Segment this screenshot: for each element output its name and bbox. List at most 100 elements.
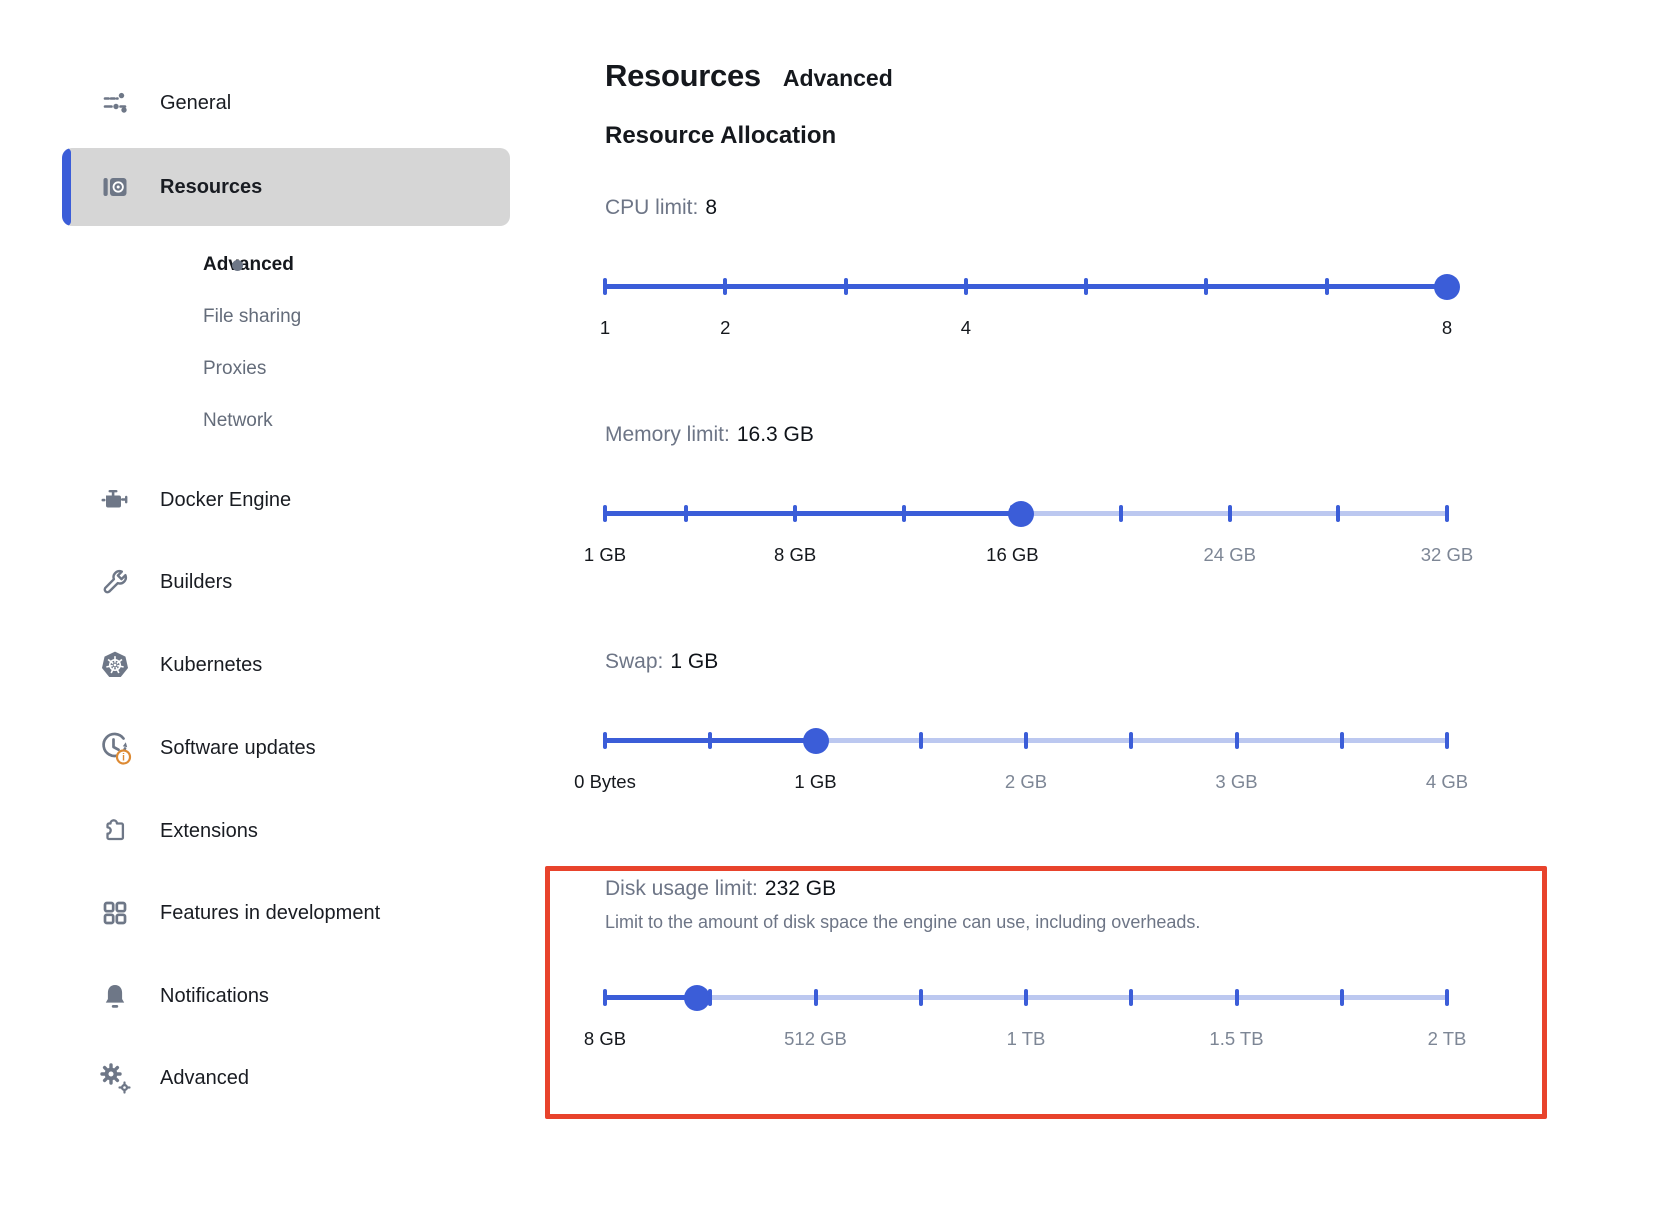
- sidebar-item-advanced[interactable]: Advanced: [62, 1050, 510, 1106]
- slider-tick: [1024, 732, 1028, 749]
- memory-limit-slider[interactable]: [603, 498, 1449, 529]
- slider-tick: [1336, 505, 1341, 522]
- slider-tick-label: 32 GB: [1420, 544, 1474, 565]
- cpu-limit-value: 8: [705, 196, 718, 219]
- disk-usage-slider[interactable]: [603, 982, 1449, 1013]
- slider-thumb[interactable]: [803, 728, 828, 753]
- grid-icon: [94, 898, 136, 928]
- wrench-icon: [94, 567, 136, 597]
- page-subtitle: Advanced: [782, 65, 893, 91]
- slider-tick-label: 0 Bytes: [574, 771, 636, 792]
- slider-tick: [1204, 278, 1209, 295]
- slider-tick: [723, 278, 728, 295]
- sidebar-item-docker-engine[interactable]: Docker Engine: [62, 472, 510, 528]
- slider-tick: [793, 505, 798, 522]
- swap-slider[interactable]: [603, 725, 1449, 756]
- sidebar-subitem-label: Network: [203, 410, 273, 431]
- sidebar-item-resources[interactable]: Resources: [62, 148, 510, 226]
- slider-tick-label: 2 GB: [1004, 771, 1048, 792]
- sidebar-item-label: Advanced: [160, 1066, 249, 1089]
- sidebar-item-general[interactable]: General: [62, 75, 510, 131]
- sidebar-item-notifications[interactable]: Notifications: [62, 968, 510, 1024]
- slider-tick-label: 1 GB: [583, 544, 627, 565]
- slider-tick-label: 3 GB: [1215, 771, 1258, 792]
- slider-tick: [813, 989, 818, 1006]
- cpu-slider-labels: 1 2 4 8: [600, 317, 1452, 343]
- slider-tick: [1024, 989, 1028, 1006]
- cpu-limit-label: CPU limit: 8: [605, 196, 718, 219]
- puzzle-icon: [94, 816, 136, 846]
- slider-tick: [603, 278, 607, 295]
- sidebar-subitem-proxies[interactable]: Proxies: [62, 349, 510, 389]
- info-badge-text: i: [122, 753, 125, 764]
- slider-thumb[interactable]: [1008, 501, 1033, 526]
- sidebar-item-label: Builders: [160, 570, 233, 593]
- slider-tick: [918, 732, 923, 749]
- slider-tick: [1129, 732, 1134, 749]
- slider-thumb[interactable]: [685, 985, 710, 1010]
- sidebar-item-features-in-development[interactable]: Features in development: [62, 885, 510, 941]
- engine-icon: [94, 485, 136, 515]
- sidebar-item-label: General: [160, 91, 232, 114]
- slider-tick: [1234, 732, 1239, 749]
- sidebar-subitem-label: File sharing: [203, 306, 302, 327]
- memory-slider-labels: 1 GB 8 GB 16 GB 24 GB 32 GB: [584, 544, 1473, 570]
- slider-tick: [1234, 989, 1239, 1006]
- tune-icon: [94, 88, 136, 118]
- slider-fill: [605, 995, 698, 1000]
- slider-tick-label: 8: [1441, 317, 1453, 338]
- sidebar-item-software-updates[interactable]: i Software updates: [62, 720, 510, 776]
- sidebar-subitem-advanced[interactable]: Advanced: [62, 245, 510, 285]
- sidebar-subitem-network[interactable]: Network: [62, 401, 510, 441]
- sidebar-item-extensions[interactable]: Extensions: [62, 803, 510, 859]
- sidebar-item-label: Notifications: [160, 984, 269, 1007]
- slider-tick: [603, 989, 607, 1006]
- sidebar-subitem-label: Proxies: [203, 358, 267, 379]
- slider-tick: [1339, 732, 1344, 749]
- kubernetes-icon: [94, 649, 136, 681]
- slider-tick-label: 1 TB: [1006, 1028, 1046, 1049]
- slider-tick-label: 24 GB: [1203, 544, 1256, 565]
- disk-usage-limit-label: Disk usage limit: 232 GB: [605, 877, 837, 900]
- slider-fill: [605, 511, 1021, 516]
- slider-tick: [1445, 732, 1449, 749]
- slider-tick: [1119, 505, 1124, 522]
- resources-icon: [94, 172, 136, 202]
- sidebar-item-kubernetes[interactable]: Kubernetes: [62, 637, 510, 693]
- slider-tick: [1445, 505, 1449, 522]
- swap-value: 1 GB: [670, 650, 719, 673]
- sidebar-item-label: Extensions: [160, 819, 258, 842]
- slider-tick: [708, 732, 713, 749]
- slider-thumb[interactable]: [1435, 274, 1459, 299]
- sidebar-subitem-label: Advanced: [203, 254, 294, 275]
- slider-tick-label: 4: [960, 317, 971, 338]
- slider-tick: [708, 989, 713, 1006]
- sidebar-item-builders[interactable]: Builders: [62, 554, 510, 610]
- sidebar-item-label: Features in development: [160, 901, 381, 924]
- slider-fill: [605, 284, 1447, 289]
- slider-tick-label: 16 GB: [986, 544, 1039, 565]
- slider-tick-label: 8 GB: [774, 544, 817, 565]
- sidebar-item-label: Docker Engine: [160, 488, 292, 511]
- slider-tick: [1129, 989, 1134, 1006]
- sidebar-item-label: Kubernetes: [160, 653, 263, 676]
- disk-usage-limit-value: 232 GB: [764, 877, 837, 900]
- slider-tick: [963, 278, 968, 295]
- resource-allocation-heading: Resource Allocation: [605, 122, 837, 149]
- slider-tick: [1324, 278, 1329, 295]
- slider-tick: [1339, 989, 1344, 1006]
- slider-tick-label: 1: [599, 317, 611, 338]
- swap-slider-labels: 0 Bytes 1 GB 2 GB 3 GB 4 GB: [574, 771, 1468, 797]
- slider-tick-label: 2 TB: [1427, 1028, 1467, 1049]
- slider-tick-label: 8 GB: [583, 1028, 627, 1049]
- slider-tick-label: 4 GB: [1425, 771, 1469, 792]
- active-bullet-icon: [232, 259, 243, 271]
- bell-icon: [94, 981, 136, 1011]
- disk-slider-labels: 8 GB 512 GB 1 TB 1.5 TB 2 TB: [584, 1028, 1466, 1054]
- sidebar-subitem-file-sharing[interactable]: File sharing: [62, 297, 510, 337]
- page-title-row: Resources Advanced: [605, 58, 893, 94]
- slider-tick: [843, 278, 848, 295]
- swap-label: Swap: 1 GB: [605, 650, 719, 673]
- cpu-limit-slider[interactable]: [603, 271, 1459, 302]
